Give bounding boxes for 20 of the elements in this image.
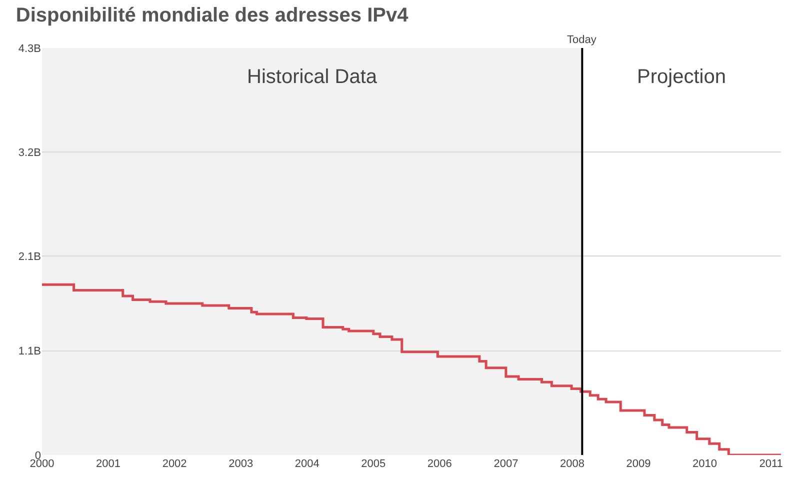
y-tick-label: 4.3B — [18, 42, 41, 55]
x-tick-label: 2005 — [361, 458, 386, 470]
x-tick-label: 2002 — [162, 458, 187, 470]
band-label: Historical Data — [247, 66, 378, 88]
x-tick-label: 2009 — [626, 458, 651, 470]
x-tick-label: 2006 — [427, 458, 452, 470]
y-tick-label: 1.1B — [18, 346, 41, 358]
x-tick-label: 2001 — [96, 458, 121, 470]
x-tick-label: 2011 — [759, 458, 783, 470]
y-tick-label: 2.1B — [18, 251, 41, 264]
x-tick-label: 2000 — [30, 458, 54, 470]
x-tick-label: 2008 — [560, 458, 584, 470]
annotation: Projection — [637, 66, 726, 88]
y-tick-label: 3.2B — [18, 146, 41, 159]
chart-title: Disponibilité mondiale des adresses IPv4 — [16, 4, 410, 26]
x-tick-label: 2007 — [494, 458, 518, 470]
x-tick-label: 2010 — [692, 458, 718, 470]
ref-line-label: Today — [567, 34, 597, 46]
x-tick-label: 2004 — [294, 458, 320, 470]
x-tick-label: 2003 — [228, 458, 254, 470]
